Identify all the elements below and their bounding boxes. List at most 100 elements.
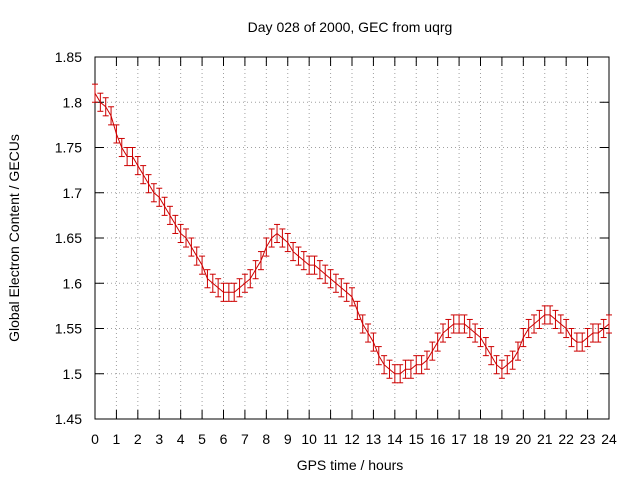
error-bar <box>434 332 441 352</box>
x-axis-ticks: 0 1 2 3 4 5 6 7 8 9 10 11 12 13 14 15 16 17 18 19 20 21 22 23 24 <box>91 57 617 447</box>
error-bar <box>498 359 505 379</box>
error-bar <box>568 328 575 348</box>
error-bar <box>375 346 382 366</box>
y-tick-label: 1.6 <box>63 275 83 291</box>
error-bar <box>541 305 548 325</box>
error-bar <box>573 332 580 352</box>
error-bar <box>482 337 489 357</box>
error-bar <box>220 282 227 302</box>
x-tick-label: 13 <box>366 431 382 447</box>
error-bar <box>204 269 211 289</box>
x-tick-label: 16 <box>430 431 446 447</box>
error-bar <box>156 187 163 207</box>
error-bar <box>563 318 570 339</box>
error-bar <box>413 355 420 375</box>
x-tick-label: 3 <box>155 431 163 447</box>
error-bar <box>274 223 281 244</box>
y-tick-label: 1.5 <box>63 366 83 382</box>
error-bar <box>440 323 447 343</box>
error-bar <box>514 341 521 361</box>
error-bar <box>166 205 173 225</box>
error-bar <box>263 237 270 257</box>
error-bar <box>584 328 591 348</box>
error-bar <box>279 228 286 248</box>
x-tick-label: 1 <box>113 431 121 447</box>
error-bar <box>466 318 473 339</box>
error-bar <box>504 355 511 375</box>
error-bar <box>365 323 372 343</box>
error-bar <box>97 92 104 112</box>
error-bar <box>177 223 184 244</box>
x-tick-label: 11 <box>323 431 338 447</box>
error-bar <box>161 196 168 216</box>
error-bar <box>306 255 313 275</box>
error-bar <box>557 314 564 334</box>
error-bar <box>284 232 291 253</box>
y-tick-label: 1.65 <box>55 230 82 246</box>
error-bar <box>247 269 254 289</box>
y-tick-label: 1.8 <box>63 94 83 110</box>
x-tick-label: 6 <box>220 431 228 447</box>
error-bar <box>316 260 323 280</box>
error-bar <box>199 255 206 275</box>
error-bar <box>381 355 388 375</box>
error-bar <box>402 359 409 379</box>
y-tick-label: 1.55 <box>55 321 82 337</box>
error-bar <box>354 300 361 320</box>
error-bar <box>407 359 414 379</box>
error-bar <box>456 314 463 334</box>
error-bar <box>509 350 516 370</box>
error-bar <box>257 251 264 271</box>
x-tick-label: 19 <box>494 431 510 447</box>
error-bar <box>231 282 238 302</box>
x-tick-label: 17 <box>451 431 467 447</box>
grid-lines <box>95 57 609 419</box>
x-axis-label: GPS time / hours <box>297 457 404 473</box>
error-bar <box>493 355 500 375</box>
error-bar <box>295 246 302 266</box>
y-tick-label: 1.75 <box>55 140 82 156</box>
x-tick-label: 4 <box>177 431 185 447</box>
error-bar <box>236 278 243 298</box>
error-bar <box>423 350 430 370</box>
error-bar <box>370 332 377 352</box>
error-bar <box>450 314 457 334</box>
error-bar <box>268 228 275 248</box>
x-tick-label: 23 <box>580 431 596 447</box>
error-bar <box>525 318 532 339</box>
error-bar <box>477 328 484 348</box>
error-bar <box>338 278 345 298</box>
error-bars <box>92 83 612 384</box>
x-tick-label: 14 <box>387 431 403 447</box>
y-tick-label: 1.85 <box>55 49 82 65</box>
error-bar <box>215 278 222 298</box>
error-bar <box>461 314 468 334</box>
error-bar <box>391 364 398 384</box>
error-bar <box>290 242 297 262</box>
error-bar <box>600 318 607 339</box>
error-bar <box>536 309 543 329</box>
error-bar <box>349 287 355 307</box>
error-bar <box>520 328 527 348</box>
error-bar <box>589 323 596 343</box>
x-tick-label: 22 <box>558 431 574 447</box>
error-bar <box>209 273 216 293</box>
error-bar <box>386 359 393 379</box>
error-bar <box>606 314 612 334</box>
error-bar <box>140 165 147 185</box>
x-tick-label: 2 <box>134 431 142 447</box>
x-tick-label: 10 <box>301 431 317 447</box>
error-bar <box>488 346 495 366</box>
error-bar <box>252 260 259 280</box>
y-axis-ticks: 1.45 1.5 1.55 1.6 1.65 1.7 1.75 1.8 1.85 <box>55 49 609 427</box>
error-bar <box>102 97 109 117</box>
error-bar <box>322 264 329 284</box>
error-bar <box>595 323 602 343</box>
error-bar <box>472 323 479 343</box>
error-bar <box>193 246 200 266</box>
x-tick-label: 18 <box>473 431 489 447</box>
x-tick-label: 7 <box>241 431 249 447</box>
error-bar <box>343 282 350 302</box>
error-bar <box>188 237 195 257</box>
